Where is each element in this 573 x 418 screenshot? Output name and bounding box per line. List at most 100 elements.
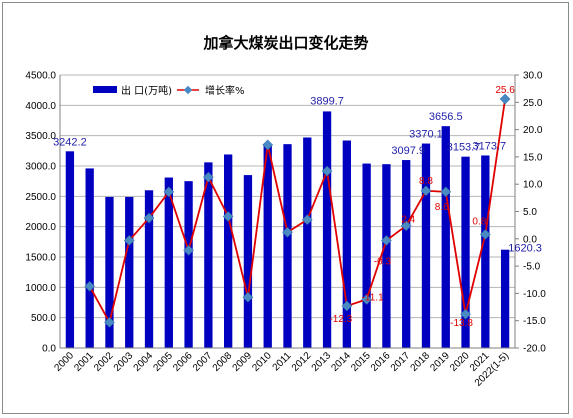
left-tick-label: 4000.0: [25, 101, 56, 112]
bar: [481, 155, 490, 348]
line-value-label: 0.8: [472, 216, 486, 227]
x-tick-label: 2001: [72, 350, 96, 374]
bar-value-label: 3097.9: [391, 145, 425, 157]
bar: [303, 137, 312, 348]
bar: [382, 164, 391, 348]
chart-title: 加拿大煤炭出口变化走势: [202, 34, 368, 52]
bar-value-label: 3656.5: [429, 111, 463, 123]
right-tick-label: -15.0: [523, 316, 546, 327]
right-tick-label: -10.0: [523, 289, 546, 300]
legend-line-label: 增长率%: [205, 84, 245, 97]
line-point: [203, 171, 214, 183]
line-point: [361, 294, 372, 305]
right-tick-label: -5.0: [523, 262, 541, 273]
bar: [243, 175, 253, 348]
left-tick-label: 4500.0: [25, 71, 56, 82]
bar: [402, 160, 411, 348]
line-point: [123, 235, 135, 246]
x-tick-label: 2014: [329, 350, 353, 374]
line-value-label: 8.8: [419, 176, 433, 187]
x-tick-label: 2008: [211, 350, 235, 374]
line-point: [480, 229, 491, 240]
bar: [283, 144, 292, 348]
bar: [125, 196, 134, 348]
line-point: [321, 165, 333, 177]
x-tick-label: 2003: [112, 350, 136, 374]
legend-bar-label: 出 口(万吨): [121, 84, 172, 97]
left-tick-label: 3500.0: [25, 131, 56, 142]
x-axis: 2000200120022003200420052006200720082009…: [53, 347, 515, 389]
bar: [204, 162, 213, 348]
x-tick-label: 2013: [310, 350, 334, 374]
line-point: [163, 186, 175, 198]
line-point: [420, 185, 432, 197]
x-tick-label: 2017: [389, 350, 413, 374]
bar: [65, 151, 75, 348]
x-tick-label: 2018: [409, 350, 433, 374]
left-tick-label: 1500.0: [25, 253, 56, 264]
bar: [263, 145, 272, 348]
bar: [223, 154, 233, 348]
x-tick-label: 2006: [171, 350, 195, 374]
bar: [164, 177, 173, 348]
line-point: [341, 300, 353, 312]
left-tick-label: 2500.0: [25, 192, 56, 203]
left-tick-label: 500.0: [31, 313, 56, 324]
x-tick-label: 2019: [428, 350, 452, 374]
right-axis: -20.0 -15.0 -10.0 -5.0 0.0 5.0 10.0 15.0 20.0 25.…: [514, 71, 546, 355]
left-tick-label: 3000.0: [25, 162, 56, 173]
line-point: [222, 211, 234, 222]
left-axis: 0.0 500.0 1000.0 1500.0 2000.0 2500.0 3000.0 35…: [25, 71, 61, 355]
x-tick-label: 2010: [250, 350, 274, 374]
line-point: [183, 244, 194, 256]
right-tick-label: 10.0: [523, 180, 543, 191]
bar: [421, 143, 431, 348]
legend: 出 口(万吨) 增长率%: [93, 84, 245, 97]
line-value-label: -11.1: [362, 292, 384, 303]
left-tick-label: 1000.0: [25, 283, 56, 294]
x-tick-label: 2016: [369, 350, 393, 374]
bar: [342, 140, 352, 348]
bar-value-label: 3899.7: [310, 95, 344, 107]
bar: [461, 156, 470, 348]
line-series: [84, 93, 511, 328]
line-value-label: -0.3: [374, 256, 392, 267]
line-point: [460, 308, 471, 320]
growth-line: [88, 98, 506, 325]
line-point: [242, 291, 254, 303]
line-value-label: -13.8: [450, 318, 473, 329]
line-point: [440, 186, 452, 198]
line-value-label: 25.6: [495, 85, 515, 96]
right-tick-label: 25.0: [523, 98, 543, 109]
line-value-label: 2.4: [401, 215, 415, 226]
left-tick-label: 2000.0: [25, 222, 56, 233]
right-tick-label: 20.0: [523, 125, 543, 136]
legend-line-marker: [183, 85, 193, 95]
line-point: [381, 235, 392, 246]
bar: [500, 249, 510, 348]
bar-value-label: 3153.7: [447, 142, 481, 154]
line-point: [282, 226, 293, 238]
x-tick-label: 2015: [349, 350, 373, 374]
line-point: [104, 317, 115, 328]
bar-value-label: 3173.7: [472, 140, 506, 152]
right-tick-label: 5.0: [523, 207, 537, 218]
x-tick-label: 2002: [92, 350, 116, 374]
legend-bar-swatch: [93, 86, 117, 93]
line-value-label: 8.6: [435, 202, 449, 213]
x-tick-label: 2011: [271, 350, 294, 373]
x-tick-label: 2007: [191, 350, 215, 374]
right-tick-label: 30.0: [523, 71, 543, 82]
x-tick-label: 2009: [231, 350, 255, 374]
bar: [322, 111, 332, 348]
line-point: [262, 139, 274, 151]
bar-series: [65, 111, 510, 348]
line-point: [400, 220, 412, 231]
line-point: [143, 212, 155, 224]
line-point: [84, 280, 95, 292]
bar: [441, 126, 450, 348]
bar-value-label: 3242.2: [53, 136, 87, 148]
bar: [105, 196, 114, 348]
bar-value-label: 1620.3: [508, 243, 542, 255]
